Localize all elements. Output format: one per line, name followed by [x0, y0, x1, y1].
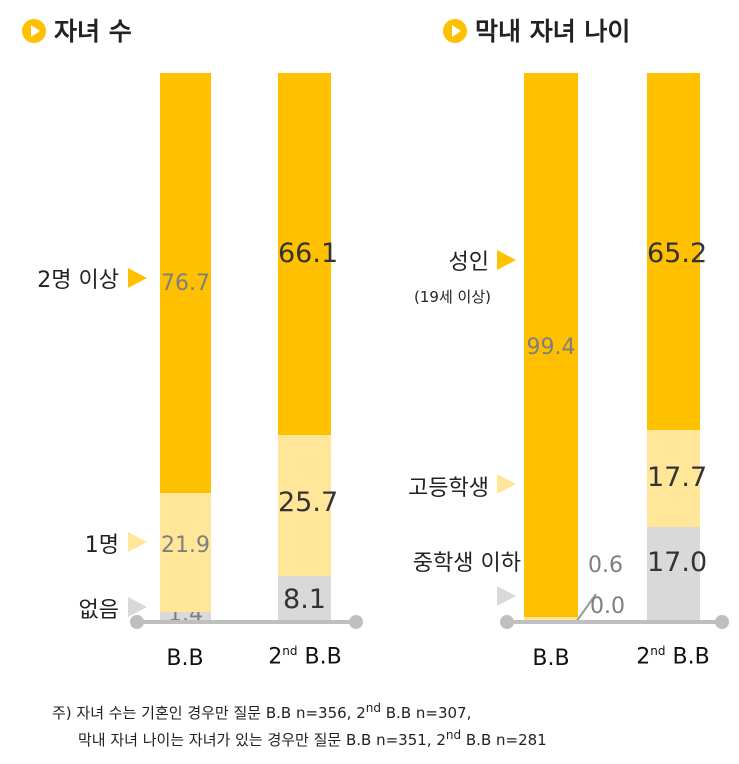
bar-segment: 17.7 — [647, 430, 708, 527]
legend-adult: 성인 — [448, 250, 489, 275]
value-label: 8.1 — [283, 583, 326, 615]
axis-dot — [349, 615, 363, 629]
x-label-bb: B.B — [166, 646, 204, 671]
bar-segment: 21.9 — [160, 492, 211, 613]
legend-highschool: 고등학생 — [408, 476, 489, 501]
bar-segment — [524, 616, 578, 620]
triangle-icon — [497, 474, 516, 494]
fn: 막내 자녀 나이는 자녀가 있는 경우만 질문 B.B n=351, 2 — [78, 731, 446, 749]
x-label-part: B.B — [297, 644, 342, 670]
legend-1: 1명 — [84, 533, 119, 558]
legend-middle: 중학생 이하 — [412, 551, 521, 576]
bar-segment: 17.0 — [647, 526, 708, 620]
bar-segment: 65.2 — [647, 73, 708, 430]
play-circle-icon — [22, 19, 46, 43]
x-label-sup: nd — [650, 644, 666, 658]
value-label: 25.7 — [278, 486, 339, 518]
bar-segment: 99.4 — [524, 73, 578, 617]
value-label: 76.7 — [161, 271, 210, 296]
value-label: 66.1 — [278, 238, 339, 269]
legend-none: 없음 — [78, 598, 119, 623]
bar-segment: 25.7 — [278, 434, 339, 576]
x-label-2nd-bb: 2nd B.B — [255, 644, 355, 669]
chart1-title-text: 자녀 수 — [54, 17, 132, 46]
axis-dot — [500, 615, 514, 629]
value-label: 99.4 — [526, 335, 576, 360]
x-label-part: B.B — [665, 644, 710, 670]
bar-segment: 76.7 — [160, 73, 211, 493]
triangle-icon — [497, 586, 516, 606]
fn: nd — [445, 728, 462, 742]
bar-segment: 66.1 — [278, 73, 339, 435]
play-circle-icon — [443, 19, 467, 43]
x-axis — [507, 620, 722, 624]
x-label-2nd-bb: 2nd B.B — [623, 644, 723, 669]
triangle-icon — [128, 597, 147, 617]
bar-segment: 8.1 — [278, 575, 331, 620]
x-label-bb: B.B — [532, 646, 570, 671]
axis-dot — [130, 615, 144, 629]
fn: B.B n=307, — [381, 704, 472, 722]
axis-dot — [715, 615, 729, 629]
footnote-line1: 주) 자녀 수는 기혼인 경우만 질문 B.B n=356, 2nd B.B n… — [52, 701, 471, 723]
value-label: 0.6 — [588, 553, 623, 578]
chart2-title-text: 막내 자녀 나이 — [475, 17, 631, 46]
value-label: 65.2 — [647, 238, 708, 269]
x-label-part: 2 — [636, 644, 651, 670]
triangle-icon — [128, 532, 147, 552]
chart1-title: 자녀 수 — [22, 12, 132, 48]
fn: nd — [365, 701, 381, 715]
triangle-icon — [128, 268, 147, 288]
chart2-title: 막내 자녀 나이 — [443, 12, 630, 48]
fn: B.B n=281 — [461, 731, 547, 749]
value-label: 0.0 — [590, 594, 625, 619]
triangle-icon — [497, 250, 516, 270]
x-label-part: 2 — [268, 644, 283, 670]
footnote-line2: 막내 자녀 나이는 자녀가 있는 경우만 질문 B.B n=351, 2nd B… — [78, 728, 547, 750]
fn: 주) 자녀 수는 기혼인 경우만 질문 B.B n=356, 2 — [52, 704, 366, 722]
value-label: 21.9 — [161, 532, 210, 558]
leader-line — [575, 593, 597, 623]
legend-2plus: 2명 이상 — [37, 268, 119, 293]
x-axis — [137, 620, 356, 624]
x-label-sup: nd — [282, 644, 298, 658]
value-label: 17.7 — [647, 462, 708, 493]
value-label: 17.0 — [647, 546, 708, 578]
legend-adult-sub: (19세 이상) — [414, 288, 491, 306]
bar-segment: 1.4 — [160, 602, 211, 627]
